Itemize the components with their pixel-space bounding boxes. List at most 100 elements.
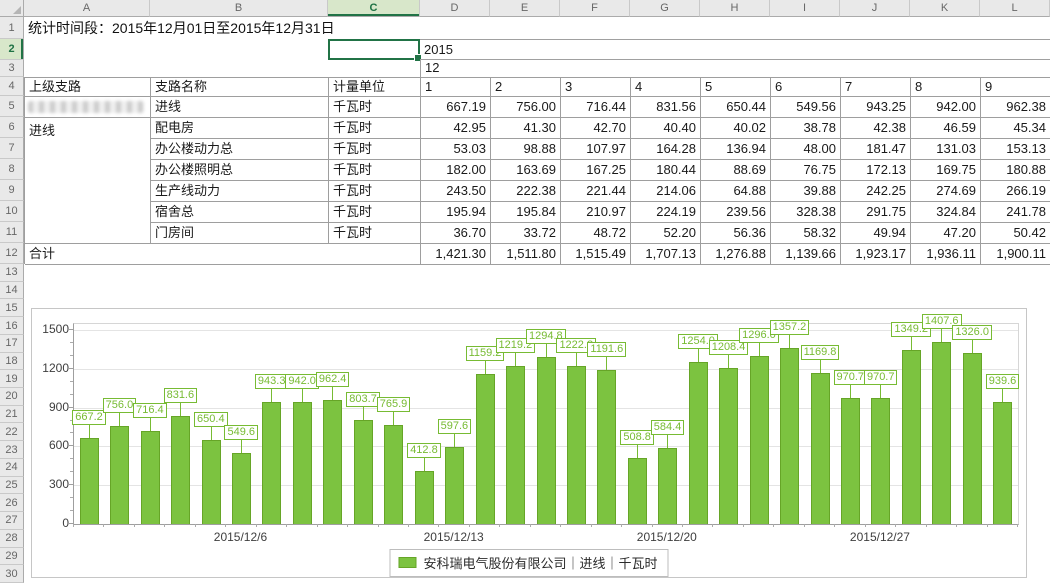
row-header-29[interactable]: 29	[0, 548, 24, 566]
total-value-cell[interactable]: 1,421.30	[421, 244, 491, 265]
table-cell-value[interactable]: 153.13	[981, 139, 1050, 160]
table-cell-value[interactable]: 328.38	[771, 202, 841, 223]
table-cell-value[interactable]: 42.38	[841, 118, 911, 139]
bar[interactable]	[780, 348, 799, 524]
table-cell-unit[interactable]: 千瓦时	[329, 160, 421, 181]
table-cell-value[interactable]: 107.97	[561, 139, 631, 160]
bar[interactable]	[841, 398, 860, 524]
table-cell-value[interactable]: 274.69	[911, 181, 981, 202]
table-cell-branch-name[interactable]: 门房间	[151, 223, 329, 244]
table-cell-value[interactable]: 40.40	[631, 118, 701, 139]
table-cell-value[interactable]: 164.28	[631, 139, 701, 160]
row-header-4[interactable]: 4	[0, 77, 24, 96]
table-cell-value[interactable]: 667.19	[421, 97, 491, 118]
bar-label[interactable]: 1326.0	[952, 325, 992, 340]
bar[interactable]	[171, 416, 190, 524]
table-cell-value[interactable]: 222.38	[491, 181, 561, 202]
row-header-23[interactable]: 23	[0, 441, 24, 459]
table-cell-value[interactable]: 169.75	[911, 160, 981, 181]
bar[interactable]	[110, 426, 129, 524]
select-all-corner[interactable]	[0, 0, 24, 17]
bar-label[interactable]: 508.8	[620, 430, 654, 445]
table-cell-value[interactable]: 831.56	[631, 97, 701, 118]
table-cell-value[interactable]: 49.94	[841, 223, 911, 244]
column-header-G[interactable]: G	[630, 0, 700, 17]
total-label-cell[interactable]: 合计	[25, 244, 421, 265]
table-cell-value[interactable]: 42.70	[561, 118, 631, 139]
table-header-cell[interactable]: 2	[491, 78, 561, 97]
bar[interactable]	[80, 438, 99, 524]
table-cell-value[interactable]: 182.00	[421, 160, 491, 181]
total-value-cell[interactable]: 1,923.17	[841, 244, 911, 265]
bar[interactable]	[354, 420, 373, 524]
column-header-K[interactable]: K	[910, 0, 980, 17]
row-header-25[interactable]: 25	[0, 477, 24, 495]
table-cell-value[interactable]: 291.75	[841, 202, 911, 223]
table-cell-value[interactable]: 45.34	[981, 118, 1050, 139]
table-cell-branch-name[interactable]: 办公楼动力总	[151, 139, 329, 160]
table-header-cell[interactable]: 计量单位	[329, 78, 421, 97]
bar-label[interactable]: 765.9	[377, 397, 411, 412]
table-cell-value[interactable]: 47.20	[911, 223, 981, 244]
table-cell-value[interactable]: 180.44	[631, 160, 701, 181]
cell-d3-month[interactable]: 12	[420, 60, 1050, 77]
table-cell-branch-name[interactable]: 生产线动力	[151, 181, 329, 202]
total-value-cell[interactable]: 1,139.66	[771, 244, 841, 265]
table-cell-parent[interactable]	[25, 97, 151, 118]
table-cell-value[interactable]: 239.56	[701, 202, 771, 223]
bar[interactable]	[871, 398, 890, 524]
table-cell-unit[interactable]: 千瓦时	[329, 97, 421, 118]
table-header-cell[interactable]: 9	[981, 78, 1050, 97]
bar-label[interactable]: 831.6	[164, 388, 198, 403]
bar[interactable]	[658, 448, 677, 524]
table-cell-value[interactable]: 221.44	[561, 181, 631, 202]
table-header-cell[interactable]: 1	[421, 78, 491, 97]
table-cell-value[interactable]: 180.88	[981, 160, 1050, 181]
bar[interactable]	[719, 368, 738, 524]
table-cell-value[interactable]: 33.72	[491, 223, 561, 244]
table-cell-value[interactable]: 48.00	[771, 139, 841, 160]
table-cell-value[interactable]: 942.00	[911, 97, 981, 118]
table-cell-value[interactable]: 131.03	[911, 139, 981, 160]
table-cell-value[interactable]: 962.38	[981, 97, 1050, 118]
column-header-A[interactable]: A	[24, 0, 150, 17]
bar[interactable]	[232, 453, 251, 524]
table-header-cell[interactable]: 支路名称	[151, 78, 329, 97]
table-header-cell[interactable]: 8	[911, 78, 981, 97]
table-cell-value[interactable]: 195.94	[421, 202, 491, 223]
table-cell-value[interactable]: 48.72	[561, 223, 631, 244]
table-cell-unit[interactable]: 千瓦时	[329, 139, 421, 160]
table-cell-value[interactable]: 943.25	[841, 97, 911, 118]
column-header-L[interactable]: L	[980, 0, 1050, 17]
bar[interactable]	[476, 374, 495, 524]
row-header-22[interactable]: 22	[0, 423, 24, 441]
bar[interactable]	[141, 431, 160, 524]
table-cell-value[interactable]: 549.56	[771, 97, 841, 118]
bar-label[interactable]: 970.7	[834, 370, 868, 385]
bar-label[interactable]: 667.2	[72, 410, 106, 425]
row-header-3[interactable]: 3	[0, 60, 24, 77]
total-value-cell[interactable]: 1,900.11	[981, 244, 1050, 265]
row-header-11[interactable]: 11	[0, 222, 24, 243]
bar-label[interactable]: 970.7	[864, 370, 898, 385]
cell-a1-title[interactable]: 统计时间段：2015年12月01日至2015年12月31日	[28, 18, 335, 39]
table-cell-value[interactable]: 46.59	[911, 118, 981, 139]
table-cell-value[interactable]: 756.00	[491, 97, 561, 118]
table-cell-value[interactable]: 98.88	[491, 139, 561, 160]
bar-label[interactable]: 1191.6	[587, 342, 626, 357]
row-header-5[interactable]: 5	[0, 96, 24, 117]
bar[interactable]	[811, 373, 830, 524]
row-header-26[interactable]: 26	[0, 494, 24, 512]
table-cell-value[interactable]: 64.88	[701, 181, 771, 202]
bar[interactable]	[537, 357, 556, 524]
total-value-cell[interactable]: 1,276.88	[701, 244, 771, 265]
bar[interactable]	[323, 400, 342, 524]
row-header-14[interactable]: 14	[0, 282, 24, 300]
table-cell-value[interactable]: 40.02	[701, 118, 771, 139]
table-cell-value[interactable]: 41.30	[491, 118, 561, 139]
table-header-cell[interactable]: 5	[701, 78, 771, 97]
table-cell-value[interactable]: 56.36	[701, 223, 771, 244]
bar-label[interactable]: 650.4	[194, 412, 228, 427]
row-header-15[interactable]: 15	[0, 299, 24, 317]
column-header-E[interactable]: E	[490, 0, 560, 17]
